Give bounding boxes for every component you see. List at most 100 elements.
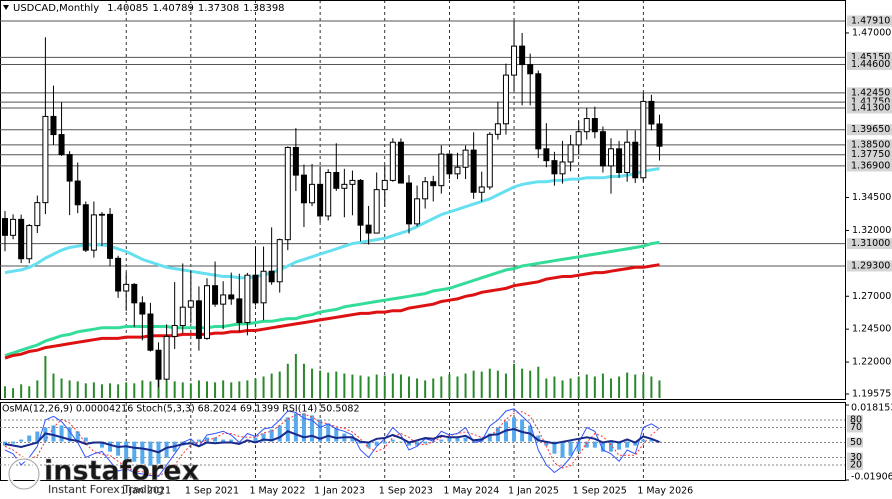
volume-bar <box>28 386 31 398</box>
candle-body <box>260 270 267 304</box>
osma-bar <box>600 441 605 452</box>
symbol: USDCAD,Monthly <box>13 3 99 14</box>
candle-body <box>373 189 380 234</box>
watermark-logo <box>8 458 40 490</box>
candle-body <box>18 218 25 260</box>
osma-bar <box>108 441 113 452</box>
osma-bar <box>633 441 638 446</box>
volume-bar <box>76 381 79 398</box>
osma-bar <box>285 417 290 442</box>
volume-bar <box>351 374 354 398</box>
osma-bar <box>568 441 573 456</box>
moving-average <box>4 263 660 360</box>
osma-bar <box>59 425 64 442</box>
volume-bar <box>569 378 572 398</box>
volume-bar <box>246 380 249 398</box>
main-frame <box>0 0 846 400</box>
volume-bar <box>44 355 47 398</box>
level-label-box <box>847 59 892 71</box>
volume-bar <box>529 370 532 398</box>
volume-bar <box>125 382 128 398</box>
candle-body <box>292 146 299 176</box>
volume-bar <box>109 383 112 398</box>
volume-bar <box>585 374 588 398</box>
volume-bar <box>238 381 241 398</box>
level-label-box <box>847 87 892 99</box>
osma-bar <box>536 435 541 442</box>
osma-bar <box>188 441 193 443</box>
volume-bar <box>117 384 120 398</box>
volume-bar <box>545 378 548 398</box>
oscillator-frame <box>0 402 846 481</box>
osma-bar <box>366 441 371 448</box>
osma-bar <box>390 439 395 442</box>
candle-body <box>309 183 316 204</box>
volume-bar <box>214 382 217 398</box>
candle-body <box>10 218 17 236</box>
volume-bar <box>593 376 596 398</box>
level-label: 1.41300 <box>851 103 890 114</box>
osma-bar <box>617 441 622 450</box>
volume-bar <box>262 376 265 398</box>
candle-body <box>123 283 130 292</box>
x-tick-label: 1 May 2026 <box>637 486 693 497</box>
level-label: 1.44600 <box>851 59 890 70</box>
candle-body <box>349 179 356 185</box>
y-tick-label: 1.47000 <box>852 27 891 38</box>
osma-bar <box>51 425 56 442</box>
oscillator-level-box <box>847 460 863 470</box>
volume-bar <box>513 363 516 398</box>
volume-bar <box>294 354 297 398</box>
volume-bar <box>432 378 435 398</box>
oscillator-tick-label: 50 <box>850 437 862 448</box>
volume-bar <box>408 376 410 398</box>
candle-body <box>535 73 542 150</box>
oscillator-tick-label: 0.0181534 <box>851 403 892 414</box>
candle-body <box>454 166 461 175</box>
volume-bar <box>496 370 499 398</box>
osma-bar <box>423 441 428 444</box>
candle-body <box>115 257 122 292</box>
volume-bar <box>343 373 346 398</box>
volume-bar <box>20 384 23 398</box>
header-close: 1.38398 <box>243 3 284 14</box>
oscillator-tick-label: 80 <box>850 415 862 426</box>
volume-bar <box>601 373 604 398</box>
candle-body <box>616 148 623 174</box>
volume-bar <box>464 373 467 398</box>
candle-body <box>317 183 324 217</box>
osma-bar <box>463 437 468 442</box>
oscillator-tick-label: -0.0190605 <box>851 472 892 483</box>
volume-bar <box>165 380 168 398</box>
level-label-box <box>847 160 892 172</box>
candle-body <box>74 180 81 206</box>
candle-body <box>567 144 574 163</box>
candle-body <box>551 160 558 175</box>
candle-body <box>397 141 404 184</box>
watermark-tagline: Instant Forex Trading <box>48 483 164 496</box>
level-label: 1.29300 <box>851 260 890 271</box>
volume-bar <box>36 380 39 398</box>
candle-body <box>204 285 210 339</box>
osma-bar <box>164 441 169 458</box>
volume-bar <box>561 380 564 398</box>
osma-bar <box>229 439 234 442</box>
candle-body <box>648 100 655 125</box>
candle-body <box>519 45 526 66</box>
candle-body <box>357 179 364 226</box>
volume-bar <box>448 374 451 398</box>
level-label-box <box>847 149 892 161</box>
volume-bar <box>254 378 257 398</box>
volume-bar <box>230 382 233 398</box>
volume-bar <box>650 376 653 398</box>
volume-bar <box>311 368 314 398</box>
osma-bar <box>447 437 452 442</box>
volume-bar <box>278 371 281 398</box>
candle-body <box>139 302 146 315</box>
stoch-signal-line <box>4 411 660 477</box>
osma-bar <box>318 419 323 442</box>
candle-body <box>236 298 243 324</box>
volume-bar <box>60 378 63 398</box>
osma-bar <box>140 441 145 464</box>
